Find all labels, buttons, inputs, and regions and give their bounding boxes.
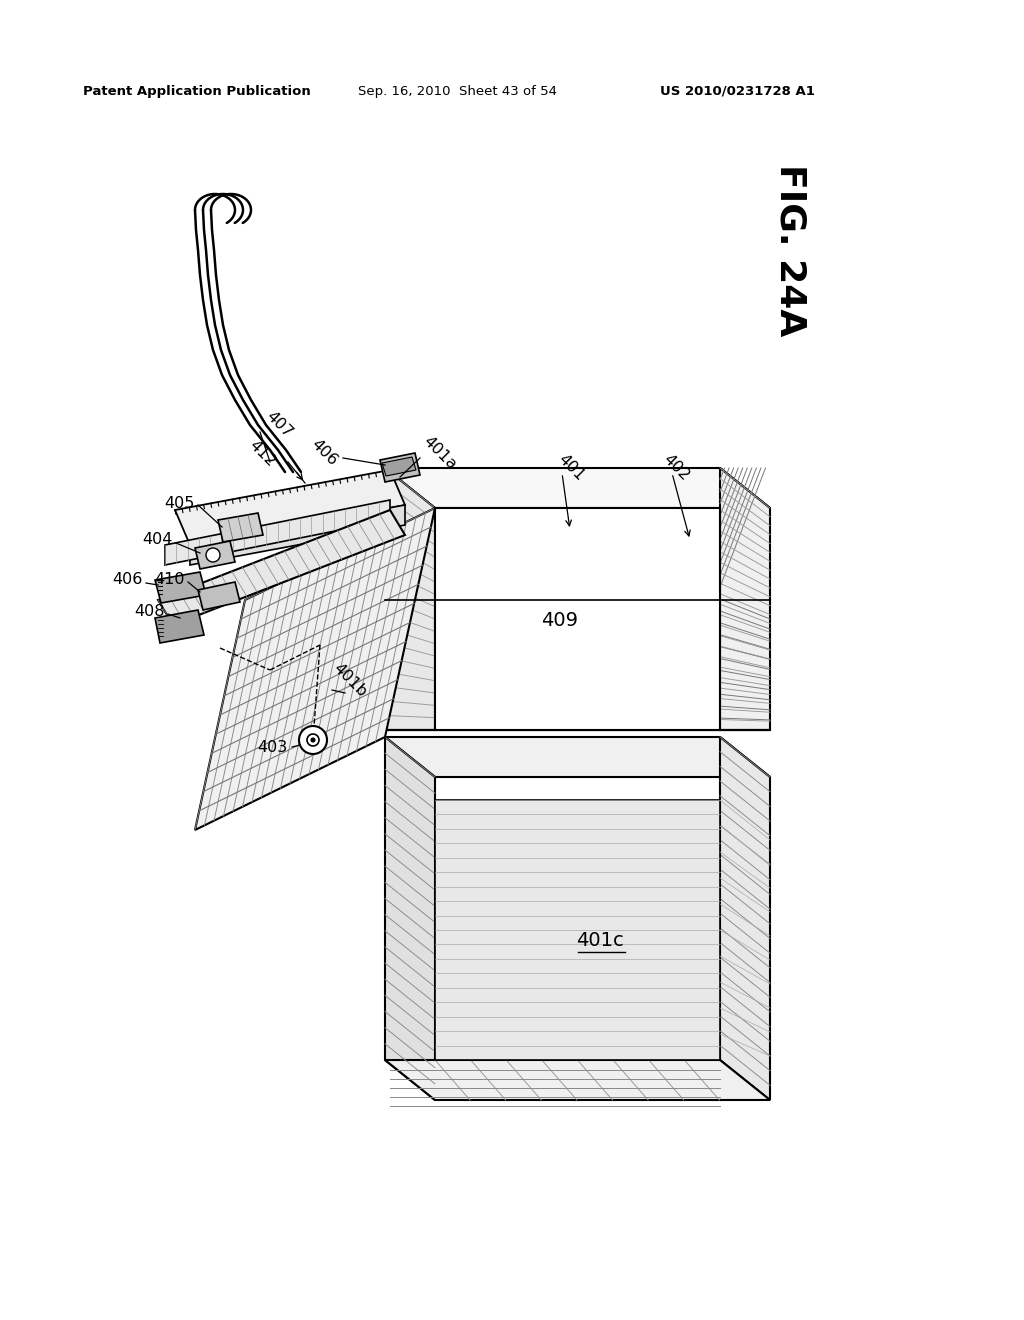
Circle shape [307, 734, 319, 746]
Polygon shape [382, 457, 416, 477]
Text: Sep. 16, 2010  Sheet 43 of 54: Sep. 16, 2010 Sheet 43 of 54 [358, 84, 557, 98]
Text: 410: 410 [155, 573, 185, 587]
Polygon shape [195, 508, 435, 830]
Polygon shape [385, 737, 770, 777]
Polygon shape [435, 508, 720, 730]
Polygon shape [385, 469, 435, 730]
Circle shape [311, 738, 315, 742]
Polygon shape [175, 470, 406, 545]
Text: 406: 406 [308, 437, 340, 469]
Text: 409: 409 [542, 610, 579, 630]
Text: 401b: 401b [330, 660, 370, 700]
Polygon shape [155, 572, 206, 603]
Text: US 2010/0231728 A1: US 2010/0231728 A1 [660, 84, 815, 98]
Text: 402: 402 [660, 451, 692, 484]
Polygon shape [385, 469, 770, 508]
Polygon shape [218, 513, 263, 543]
Polygon shape [155, 610, 204, 643]
Text: Patent Application Publication: Patent Application Publication [83, 84, 310, 98]
Text: 405: 405 [165, 496, 195, 511]
Polygon shape [165, 500, 390, 565]
Text: 401: 401 [555, 451, 587, 484]
Polygon shape [195, 541, 234, 569]
Polygon shape [385, 737, 435, 1100]
Text: 408: 408 [134, 605, 165, 619]
Polygon shape [380, 453, 420, 482]
Circle shape [299, 726, 327, 754]
Text: 406: 406 [113, 573, 143, 587]
Polygon shape [158, 510, 406, 624]
Polygon shape [385, 1060, 770, 1100]
Text: 403: 403 [258, 739, 288, 755]
Text: 407: 407 [263, 409, 295, 441]
Polygon shape [198, 582, 240, 610]
Text: 401c: 401c [577, 931, 624, 949]
Text: 412: 412 [246, 438, 278, 470]
Circle shape [206, 548, 220, 562]
Polygon shape [435, 800, 720, 1060]
Text: FIG. 24A: FIG. 24A [773, 164, 807, 337]
Text: 404: 404 [142, 532, 173, 548]
Polygon shape [190, 506, 406, 565]
Text: 401a: 401a [420, 433, 459, 473]
Polygon shape [720, 737, 770, 1100]
Polygon shape [720, 469, 770, 730]
